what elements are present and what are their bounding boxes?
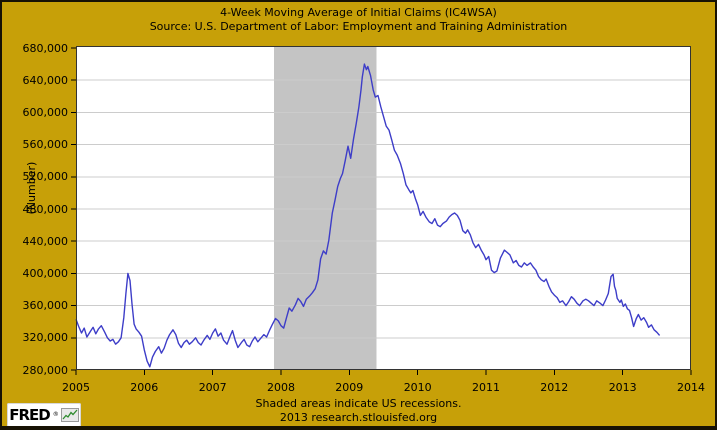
plot-area [71,46,692,375]
x-tick-label: 2012 [540,381,569,394]
y-tick-label: 560,000 [22,138,69,152]
fred-logo-sparkline-icon [60,408,79,422]
y-tick-label: 600,000 [22,105,69,119]
data-line-ic4wsa [75,63,661,368]
y-tick-label: 360,000 [22,299,69,313]
y-tick-label: 480,000 [22,202,69,216]
x-tick-label: 2007 [198,381,227,394]
x-tick-label: 2005 [62,381,90,394]
plot-svg [71,46,692,375]
chart-title: 4-Week Moving Average of Initial Claims … [220,6,497,19]
plot-background [76,46,691,370]
x-tick-label: 2009 [335,381,364,394]
recession-band [274,46,377,370]
y-tick-label: 400,000 [22,266,69,280]
x-tick-label: 2008 [267,381,295,394]
y-tick-label: 320,000 [22,331,69,345]
y-tick-label: 640,000 [22,73,69,87]
credit-line: 2013 research.stlouisfed.org [279,411,438,424]
plot-border [76,46,691,370]
y-tick-label: 680,000 [22,41,69,55]
x-tick-label: 2013 [608,381,637,394]
x-tick-label: 2006 [130,381,159,394]
x-tick-label: 2014 [677,381,705,394]
fred-logo[interactable]: FRED ® [7,403,81,426]
fred-logo-text: FRED [9,405,50,424]
registered-mark: ® [52,411,59,418]
y-tick-label: 280,000 [22,363,69,377]
chart-source: Source: U.S. Department of Labor: Employ… [149,20,568,33]
x-tick-label: 2010 [403,381,432,394]
y-tick-label: 440,000 [22,234,69,248]
recession-note: Shaded areas indicate US recessions. [255,397,462,410]
x-tick-label: 2011 [472,381,500,394]
y-tick-label: 520,000 [22,170,69,184]
